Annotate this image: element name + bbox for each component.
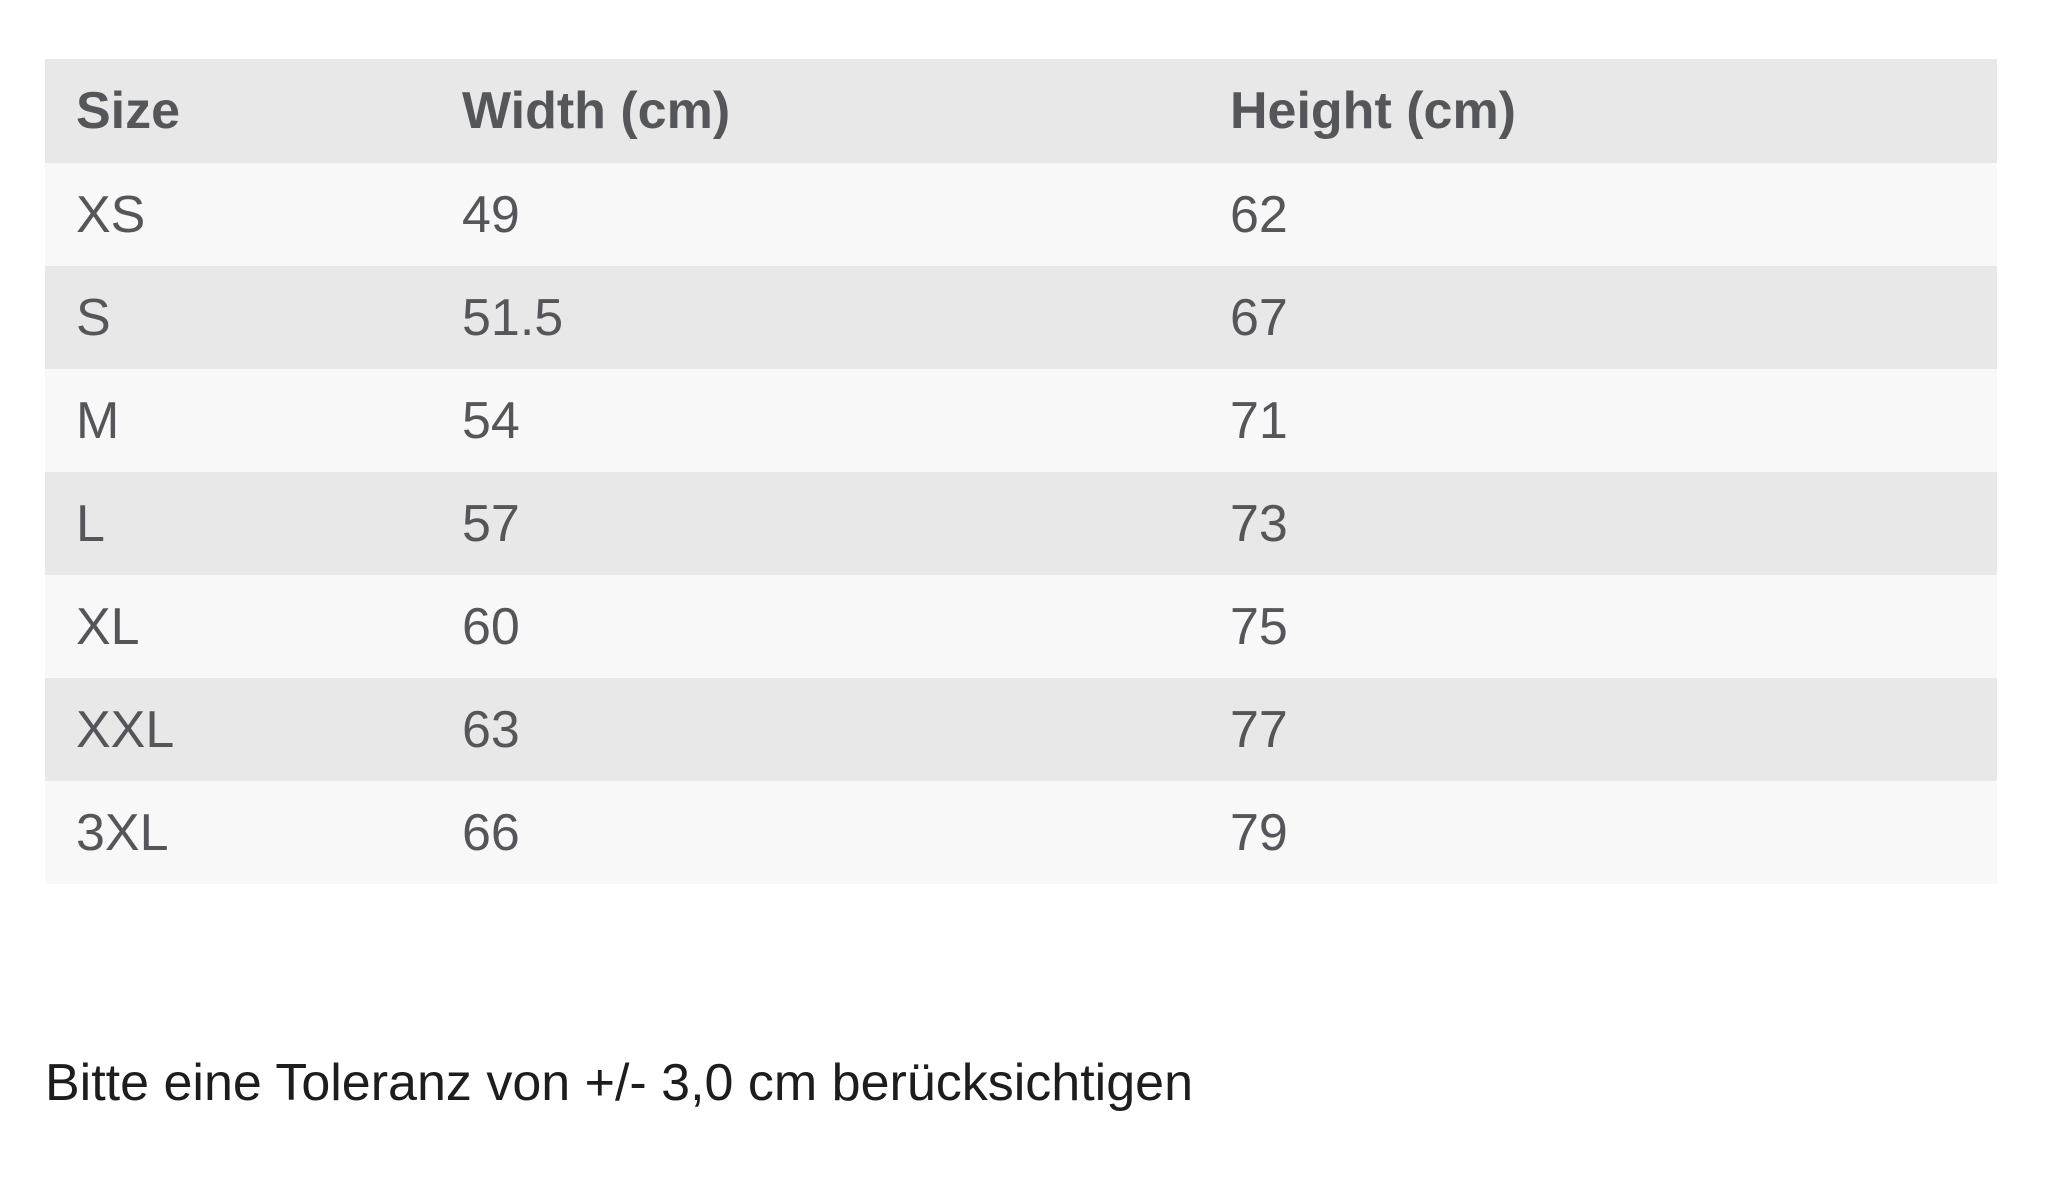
width-cell: 51.5 <box>462 288 564 347</box>
width-cell: 63 <box>462 700 520 759</box>
size-cell: M <box>76 391 120 450</box>
size-cell: S <box>76 288 111 347</box>
table-header-row: Size Width (cm) Height (cm) <box>45 59 1997 163</box>
width-cell: 60 <box>462 597 520 656</box>
size-cell: 3XL <box>76 803 169 862</box>
height-cell: 79 <box>1230 803 1288 862</box>
height-cell: 77 <box>1230 700 1288 759</box>
size-chart-table: Size Width (cm) Height (cm) XS 49 62 S 5… <box>45 59 1997 884</box>
table-row-xl: XL 60 75 <box>45 575 1997 678</box>
column-header-width: Width (cm) <box>462 82 731 140</box>
width-cell: 66 <box>462 803 520 862</box>
height-cell: 71 <box>1230 391 1288 450</box>
width-cell: 49 <box>462 185 520 244</box>
table-row-l: L 57 73 <box>45 472 1997 575</box>
height-cell: 75 <box>1230 597 1288 656</box>
height-cell: 67 <box>1230 288 1288 347</box>
width-cell: 57 <box>462 494 520 553</box>
size-cell: L <box>76 494 105 553</box>
column-header-height: Height (cm) <box>1230 82 1516 140</box>
height-cell: 62 <box>1230 185 1288 244</box>
table-row-xs: XS 49 62 <box>45 163 1997 266</box>
size-cell: XL <box>76 597 140 656</box>
tolerance-note: Bitte eine Toleranz von +/- 3,0 cm berüc… <box>45 1054 1193 1112</box>
height-cell: 73 <box>1230 494 1288 553</box>
size-cell: XS <box>76 185 146 244</box>
column-header-size: Size <box>76 82 181 140</box>
size-cell: XXL <box>76 700 175 759</box>
table-row-3xl: 3XL 66 79 <box>45 781 1997 884</box>
table-row-s: S 51.5 67 <box>45 266 1997 369</box>
width-cell: 54 <box>462 391 520 450</box>
table-row-xxl: XXL 63 77 <box>45 678 1997 781</box>
table-row-m: M 54 71 <box>45 369 1997 472</box>
